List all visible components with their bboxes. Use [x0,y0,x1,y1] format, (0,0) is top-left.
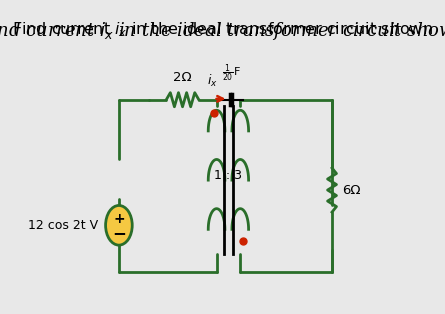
Text: 12 cos 2t V: 12 cos 2t V [28,219,98,232]
Circle shape [105,205,132,245]
Text: Find current $i_x$ in the ideal transformer circuit shown: Find current $i_x$ in the ideal transfor… [12,20,433,39]
Text: 2Ω: 2Ω [173,71,192,84]
Text: $\frac{1}{20}$F: $\frac{1}{20}$F [222,63,241,84]
Text: Find current $i_x$ in the ideal transformer circuit shown: Find current $i_x$ in the ideal transfor… [0,20,445,42]
Text: $i_x$: $i_x$ [207,73,218,89]
Text: −: − [112,224,126,242]
Text: 1 : 3: 1 : 3 [214,169,243,182]
Text: +: + [113,212,125,226]
Text: 6Ω: 6Ω [342,184,361,197]
